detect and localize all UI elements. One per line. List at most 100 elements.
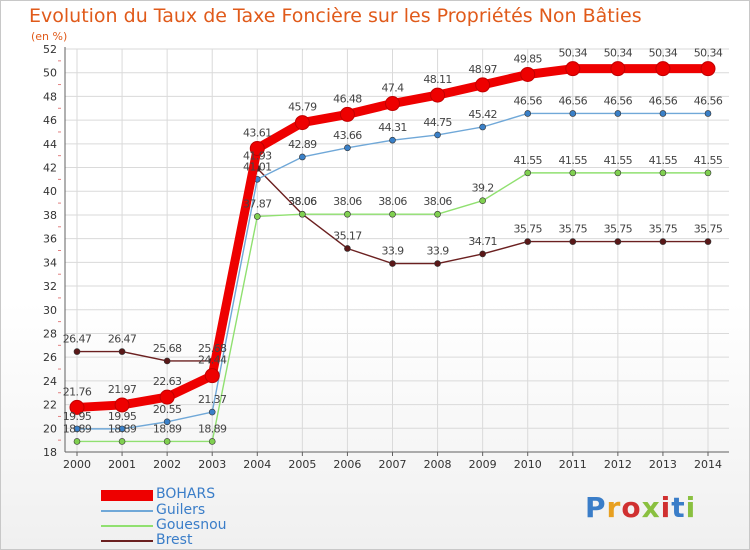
y-minor-ticks bbox=[58, 60, 61, 441]
value-label-gouesnou: 18.89 bbox=[153, 422, 182, 435]
data-point-brest bbox=[704, 238, 712, 245]
data-point-brest bbox=[569, 238, 577, 245]
logo-letter: o bbox=[621, 491, 642, 524]
y-tick-label: 52 bbox=[43, 43, 57, 56]
series-gouesnou bbox=[73, 169, 712, 445]
data-point-gouesnou bbox=[163, 438, 171, 445]
logo-letter: i bbox=[685, 491, 697, 524]
value-label-brest: 35.75 bbox=[513, 223, 542, 236]
data-point-gouesnou bbox=[299, 210, 306, 218]
value-label-guilers: 46.56 bbox=[559, 94, 588, 107]
data-point-brest bbox=[389, 260, 396, 267]
value-label-brest: 26.47 bbox=[108, 333, 137, 346]
value-label-guilers: 46.56 bbox=[513, 94, 542, 107]
value-label-brest: 35.17 bbox=[333, 229, 362, 242]
x-tick-label: 2009 bbox=[469, 458, 497, 471]
data-point-bohars bbox=[159, 389, 175, 405]
value-label-gouesnou: 41.55 bbox=[649, 154, 678, 167]
data-point-brest bbox=[73, 348, 81, 355]
legend-label-bohars: BOHARS bbox=[156, 486, 216, 502]
y-tick-label: 26 bbox=[43, 351, 57, 364]
value-label-gouesnou: 41.55 bbox=[694, 154, 723, 167]
data-point-bohars bbox=[610, 61, 626, 77]
data-point-brest bbox=[118, 348, 126, 355]
data-point-brest bbox=[434, 260, 441, 267]
value-label-brest: 35.75 bbox=[649, 223, 678, 236]
data-point-guilers bbox=[704, 110, 712, 117]
data-point-guilers bbox=[659, 110, 667, 117]
logo-letter: x bbox=[641, 491, 661, 524]
value-label-bohars: 50.34 bbox=[694, 47, 723, 60]
data-point-gouesnou bbox=[389, 210, 396, 218]
legend-swatch-bohars bbox=[101, 490, 153, 501]
data-point-guilers bbox=[208, 408, 216, 416]
value-label-brest: 35.75 bbox=[559, 223, 588, 236]
value-label-guilers: 41.01 bbox=[243, 160, 272, 173]
y-tick-label: 24 bbox=[43, 375, 57, 388]
legend-swatch-brest bbox=[101, 540, 153, 542]
proxiti-logo[interactable]: Proxiti bbox=[585, 491, 696, 524]
data-point-gouesnou bbox=[524, 169, 532, 177]
data-point-bohars bbox=[475, 77, 491, 93]
data-point-gouesnou bbox=[118, 438, 126, 445]
value-label-guilers: 19.95 bbox=[108, 410, 137, 423]
data-point-brest bbox=[344, 245, 351, 252]
data-point-bohars bbox=[204, 368, 220, 384]
value-label-brest: 33.9 bbox=[381, 245, 404, 258]
unit-label: (en %) bbox=[31, 30, 68, 43]
data-point-gouesnou bbox=[344, 210, 351, 218]
value-label-brest: 33.9 bbox=[427, 245, 450, 258]
y-tick-label: 50 bbox=[43, 67, 57, 80]
data-point-guilers bbox=[524, 110, 532, 117]
value-label-gouesnou: 37.87 bbox=[243, 197, 272, 210]
value-label-bohars: 50.34 bbox=[559, 47, 588, 60]
series-bohars bbox=[69, 61, 716, 415]
value-label-gouesnou: 41.55 bbox=[513, 154, 542, 167]
data-point-gouesnou bbox=[569, 169, 577, 177]
x-tick-label: 2011 bbox=[559, 458, 587, 471]
data-point-bohars bbox=[294, 115, 310, 131]
data-point-bohars bbox=[69, 399, 85, 415]
x-tick-label: 2003 bbox=[198, 458, 226, 471]
x-tick-label: 2008 bbox=[424, 458, 452, 471]
value-label-guilers: 46.56 bbox=[694, 94, 723, 107]
x-tick-label: 2004 bbox=[243, 458, 271, 471]
data-point-bohars bbox=[565, 61, 581, 77]
x-tick-label: 2012 bbox=[604, 458, 632, 471]
data-point-guilers bbox=[389, 136, 396, 144]
value-label-brest: 35.75 bbox=[604, 223, 633, 236]
data-point-gouesnou bbox=[73, 438, 81, 445]
logo-letter: i bbox=[660, 491, 672, 524]
data-point-guilers bbox=[163, 418, 171, 426]
data-point-bohars bbox=[114, 397, 130, 413]
data-point-guilers bbox=[118, 425, 126, 433]
logo-letter: t bbox=[671, 491, 686, 524]
value-label-brest: 35.75 bbox=[694, 223, 723, 236]
value-label-bohars: 21.76 bbox=[63, 385, 92, 398]
value-label-brest: 41.93 bbox=[243, 149, 272, 162]
value-label-gouesnou: 41.55 bbox=[604, 154, 633, 167]
y-tick-label: 34 bbox=[43, 256, 57, 269]
value-label-bohars: 22.63 bbox=[153, 375, 182, 388]
data-point-gouesnou bbox=[208, 438, 216, 445]
y-tick-label: 42 bbox=[43, 162, 57, 175]
gridlines bbox=[65, 48, 729, 453]
data-point-guilers bbox=[299, 153, 306, 161]
data-point-guilers bbox=[614, 110, 622, 117]
y-tick-label: 40 bbox=[43, 185, 57, 198]
data-point-guilers bbox=[479, 123, 486, 131]
legend-swatch-gouesnou bbox=[101, 525, 153, 527]
x-tick-label: 2000 bbox=[63, 458, 91, 471]
value-label-gouesnou: 38.06 bbox=[378, 195, 407, 208]
data-point-bohars bbox=[700, 61, 716, 77]
y-tick-label: 32 bbox=[43, 280, 57, 293]
y-tick-label: 20 bbox=[43, 422, 57, 435]
value-label-bohars: 50.34 bbox=[604, 47, 633, 60]
value-label-brest: 38.06 bbox=[288, 195, 317, 208]
value-label-brest: 34.71 bbox=[468, 235, 497, 248]
data-point-brest bbox=[659, 238, 667, 245]
data-point-gouesnou bbox=[253, 213, 261, 220]
chart-title: Evolution du Taux de Taxe Foncière sur l… bbox=[29, 5, 642, 27]
